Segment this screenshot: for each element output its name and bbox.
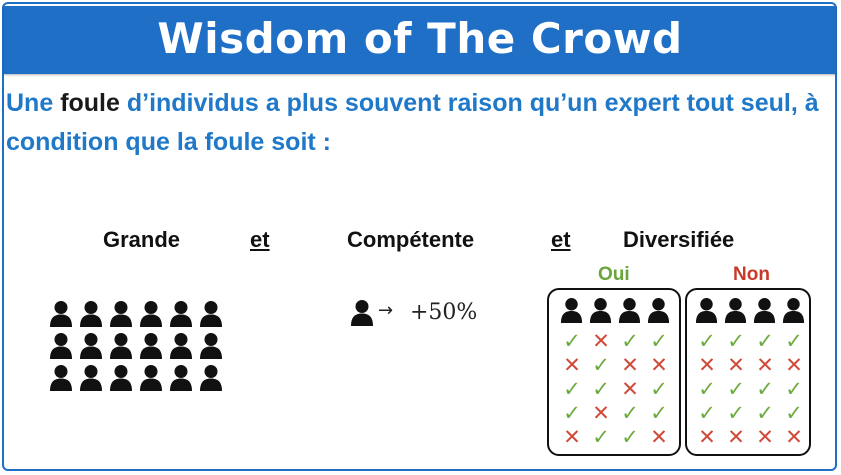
check-icon: ✓ (592, 377, 610, 401)
check-icon: ✓ (650, 377, 668, 401)
cross-icon: ✕ (563, 425, 581, 449)
person-icon (782, 297, 805, 324)
check-icon: ✓ (621, 329, 639, 353)
person-icon (109, 332, 133, 360)
cross-icon: ✕ (563, 353, 581, 377)
person-icon (695, 297, 718, 324)
cross-icon: ✕ (756, 353, 774, 377)
person-icon (199, 300, 223, 328)
check-icon: ✓ (592, 425, 610, 449)
statement-keyword: foule (60, 89, 120, 117)
cross-icon: ✕ (650, 425, 668, 449)
person-icon (647, 297, 670, 324)
person-icon (724, 297, 747, 324)
check-icon: ✓ (621, 401, 639, 425)
check-icon: ✓ (785, 377, 803, 401)
criterion-diversifiee: Diversifiée (623, 227, 735, 252)
check-icon: ✓ (756, 329, 774, 353)
criterion-grande: Grande (103, 227, 181, 252)
person-icon (199, 332, 223, 360)
cross-icon: ✕ (592, 329, 610, 353)
check-icon: ✓ (785, 329, 803, 353)
person-icon (79, 332, 103, 360)
arrow-icon: → (378, 300, 394, 321)
person-icon (49, 300, 73, 328)
person-icon (139, 364, 163, 392)
cross-icon: ✕ (621, 353, 639, 377)
person-icon (169, 300, 193, 328)
cross-icon: ✕ (592, 401, 610, 425)
check-icon: ✓ (785, 401, 803, 425)
person-icon (109, 364, 133, 392)
statement-part2: d’individus a plus souvent raison qu’un … (6, 89, 819, 156)
check-icon: ✓ (621, 425, 639, 449)
connector-et-2: et (551, 227, 571, 252)
check-icon: ✓ (727, 401, 745, 425)
check-icon: ✓ (698, 329, 716, 353)
person-icon (49, 364, 73, 392)
cross-icon: ✕ (698, 353, 716, 377)
person-icon (618, 297, 641, 324)
check-icon: ✓ (592, 353, 610, 377)
competence-value: +50% (410, 300, 478, 325)
person-icon (79, 364, 103, 392)
cross-icon: ✕ (621, 377, 639, 401)
check-icon: ✓ (756, 377, 774, 401)
connector-et-1: et (250, 227, 270, 252)
cross-icon: ✕ (727, 425, 745, 449)
cross-icon: ✕ (650, 353, 668, 377)
check-icon: ✓ (698, 401, 716, 425)
person-icon (169, 332, 193, 360)
person-icon (199, 364, 223, 392)
cross-icon: ✕ (785, 425, 803, 449)
person-icon (49, 332, 73, 360)
person-icon (350, 299, 374, 327)
check-icon: ✓ (727, 329, 745, 353)
title-banner: Wisdom of The Crowd (4, 6, 836, 74)
person-icon (79, 300, 103, 328)
person-icon (560, 297, 583, 324)
check-icon: ✓ (698, 377, 716, 401)
statement-part1: Une (6, 89, 61, 117)
cross-icon: ✕ (698, 425, 716, 449)
check-icon: ✓ (563, 377, 581, 401)
cross-icon: ✕ (756, 425, 774, 449)
check-icon: ✓ (563, 401, 581, 425)
person-icon (109, 300, 133, 328)
check-icon: ✓ (650, 329, 668, 353)
cross-icon: ✕ (727, 353, 745, 377)
non-label: Non (733, 264, 770, 285)
person-icon (753, 297, 776, 324)
check-icon: ✓ (727, 377, 745, 401)
criterion-competente: Compétente (347, 227, 475, 252)
statement-text: Une foule d’individus a plus souvent rai… (6, 84, 826, 162)
person-icon (589, 297, 612, 324)
person-icon (139, 300, 163, 328)
check-icon: ✓ (650, 401, 668, 425)
person-icon (169, 364, 193, 392)
person-icon (139, 332, 163, 360)
slide-title: Wisdom of The Crowd (157, 14, 683, 63)
oui-label: Oui (598, 264, 630, 285)
cross-icon: ✕ (785, 353, 803, 377)
check-icon: ✓ (756, 401, 774, 425)
check-icon: ✓ (563, 329, 581, 353)
